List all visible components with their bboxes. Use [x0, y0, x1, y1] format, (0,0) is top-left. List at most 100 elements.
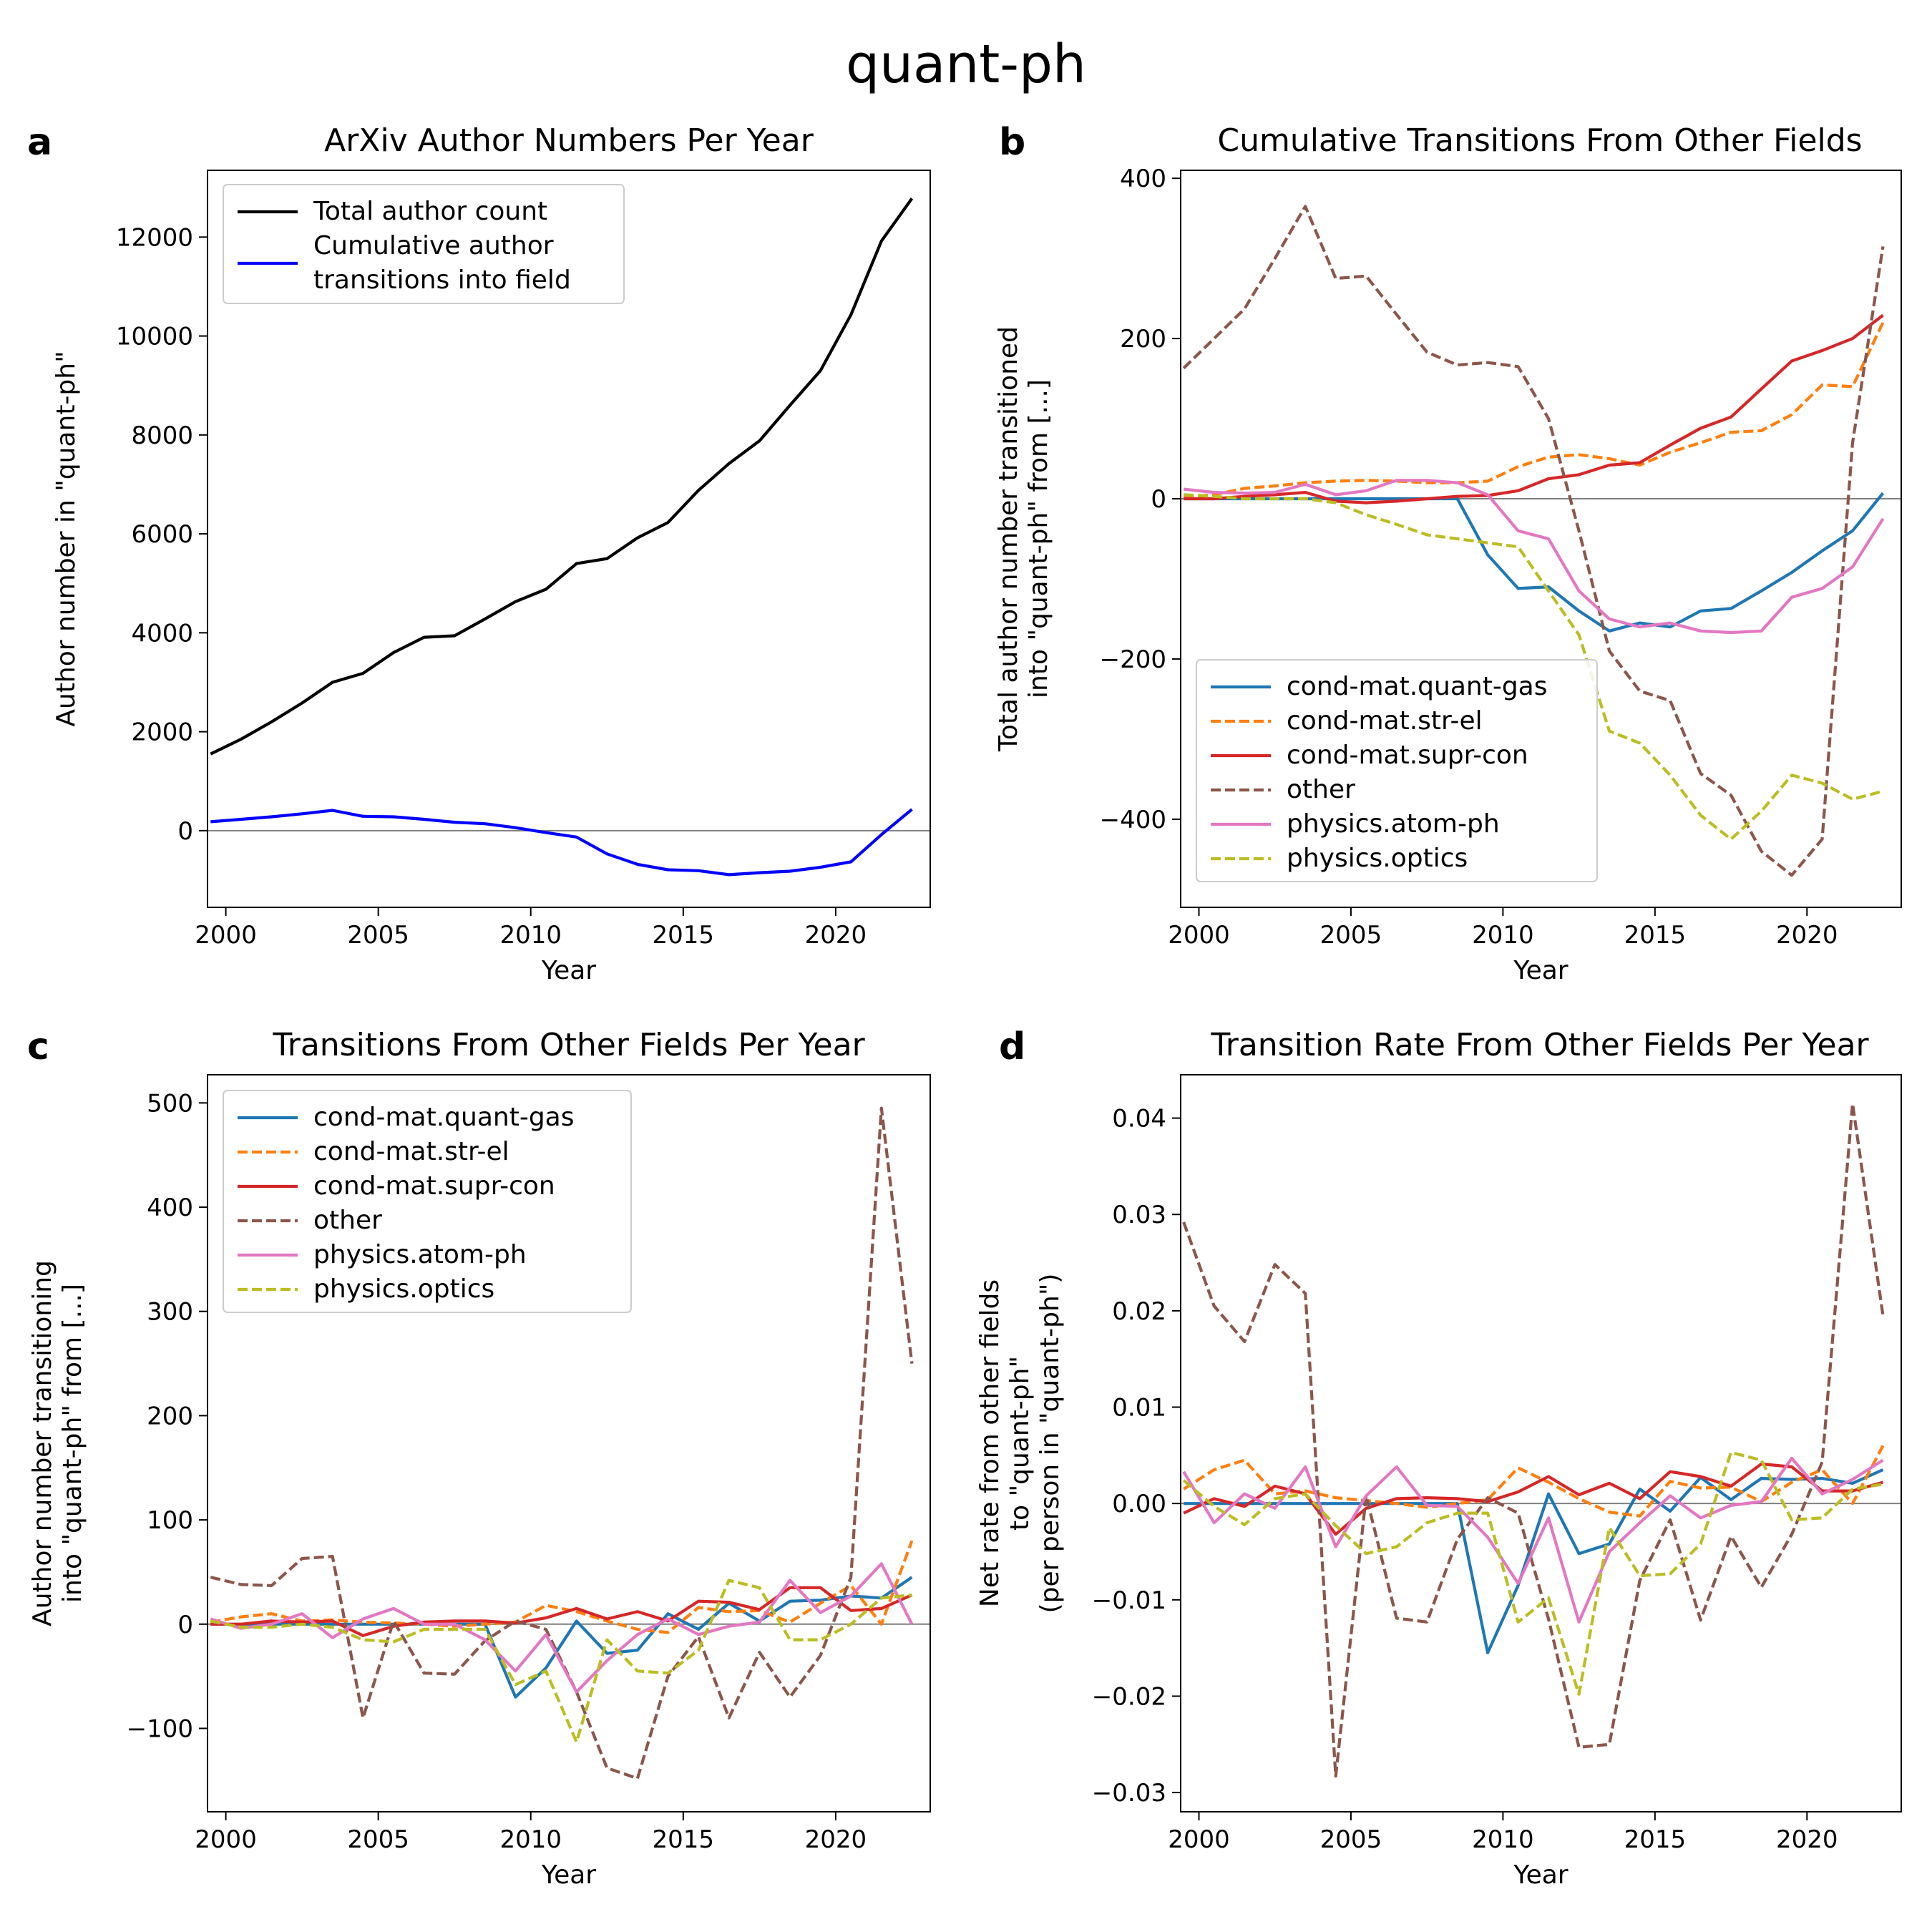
- legend-box: [1196, 659, 1598, 882]
- y-tick-label: 400: [147, 1194, 193, 1222]
- x-tick-label: 2000: [195, 921, 257, 950]
- x-tick-label: 2015: [1624, 1825, 1687, 1854]
- series-group: [1182, 205, 1885, 877]
- series-group: [1182, 1102, 1885, 1778]
- x-tick-label: 2015: [1624, 921, 1687, 950]
- legend: cond-mat.quant-gas cond-mat.str-el cond-ma…: [1196, 659, 1598, 882]
- x-tick-label: 2010: [1472, 921, 1534, 950]
- legend-label-physics.atom-ph: physics.atom-ph: [313, 1240, 527, 1269]
- series-line-physics.atom-ph: [1182, 1456, 1884, 1624]
- legend-box: [223, 1090, 632, 1313]
- panel-title-b: Cumulative Transitions From Other Fields: [1217, 122, 1862, 159]
- y-tick-label: 0.00: [1112, 1490, 1166, 1518]
- series-line-cond-mat.str-el: [1184, 321, 1885, 499]
- x-tick-label: 2000: [1168, 1825, 1230, 1854]
- legend: cond-mat.quant-gas cond-mat.str-el cond-ma…: [223, 1090, 632, 1313]
- legend-label-other: other: [313, 1206, 382, 1235]
- series-line-cond-mat.quant-gas: [1184, 1468, 1884, 1654]
- panel-b: b Cumulative Transitions From Other Fiel…: [994, 121, 1902, 985]
- y-tick-label: −100: [127, 1714, 193, 1743]
- legend-label-cond-mat.quant-gas: cond-mat.quant-gas: [1287, 672, 1547, 701]
- x-tick-label: 2020: [1776, 921, 1838, 950]
- y-tick-label: 12000: [116, 223, 193, 252]
- series-line-other: [1182, 1102, 1885, 1778]
- y-tick-label: 10000: [116, 323, 193, 351]
- suptitle: quant-ph: [846, 34, 1086, 95]
- axes-frame: [207, 170, 931, 908]
- legend-label-other: other: [1287, 775, 1355, 804]
- x-tick-label: 2005: [347, 1825, 409, 1854]
- series-line-cond-mat.supr-con: [1183, 1462, 1884, 1536]
- x-tick-label: 2010: [1472, 1825, 1534, 1854]
- y-tick-label: 500: [147, 1089, 193, 1118]
- legend-label-cond-mat.str-el: cond-mat.str-el: [1287, 706, 1483, 736]
- y-axis-label: Author number transitioninginto "quant-p…: [28, 1260, 87, 1626]
- legend: Total author count Cumulative author trans…: [223, 184, 625, 304]
- series-line-physics.optics: [1184, 493, 1884, 841]
- panel-title-d: Transition Rate From Other Fields Per Ye…: [1210, 1027, 1869, 1063]
- x-tick-label: 2000: [195, 1825, 257, 1854]
- panel-letter-d: d: [999, 1025, 1025, 1068]
- y-tick-label: 0.01: [1112, 1394, 1166, 1423]
- panel-c: c Transitions From Other Fields Per Year…: [27, 1025, 931, 1890]
- series-line-total: [210, 197, 914, 756]
- x-axis-label: Year: [541, 956, 596, 985]
- x-tick-label: 2015: [653, 921, 715, 950]
- y-tick-label: 400: [1120, 165, 1166, 193]
- y-tick-label: 300: [147, 1298, 193, 1327]
- legend-label-cond-mat.quant-gas: cond-mat.quant-gas: [313, 1103, 574, 1132]
- series-line-physics.atom-ph: [1183, 479, 1885, 635]
- panel-d: d Transition Rate From Other Fields Per …: [975, 1025, 1902, 1890]
- y-tick-label: 0.04: [1112, 1105, 1166, 1133]
- legend-label-cond-mat.str-el: cond-mat.str-el: [313, 1137, 509, 1166]
- x-tick-label: 2020: [805, 1825, 867, 1854]
- x-tick-label: 2020: [1776, 1825, 1838, 1854]
- y-tick-label: 200: [147, 1402, 193, 1430]
- series-line-physics.optics: [210, 1579, 912, 1744]
- series-line-cond-mat.quant-gas: [210, 1576, 913, 1699]
- y-tick-label: −0.01: [1092, 1586, 1166, 1615]
- x-tick-label: 2015: [653, 1825, 715, 1854]
- series-line-cond-mat.str-el: [1183, 1445, 1885, 1518]
- y-tick-label: −200: [1100, 645, 1166, 674]
- legend-label-cumulative: Cumulative author transitions into field: [313, 231, 571, 295]
- panel-letter-b: b: [999, 121, 1025, 164]
- panel-title-c: Transitions From Other Fields Per Year: [272, 1027, 865, 1063]
- legend-label-cond-mat.supr-con: cond-mat.supr-con: [313, 1171, 555, 1201]
- y-tick-label: 0.02: [1112, 1297, 1166, 1326]
- y-axis-label: Net rate from other fieldsto "quant-ph"(…: [975, 1274, 1065, 1614]
- x-tick-label: 2010: [499, 1825, 562, 1854]
- legend-label-total: Total author count: [313, 197, 547, 226]
- y-axis-label: Total author number transitionedinto "qu…: [994, 326, 1053, 752]
- series-line-cumulative: [210, 808, 913, 877]
- axes-frame: [207, 1074, 931, 1813]
- y-tick-label: 0.03: [1112, 1201, 1166, 1229]
- y-tick-label: 8000: [131, 421, 193, 450]
- series-group: [210, 197, 914, 877]
- legend-label-physics.optics: physics.optics: [313, 1274, 494, 1304]
- series-line-physics.optics: [1182, 1450, 1883, 1696]
- panel-letter-a: a: [27, 121, 52, 164]
- axes-frame: [1180, 170, 1902, 908]
- legend-label-physics.atom-ph: physics.atom-ph: [1287, 809, 1500, 839]
- x-tick-label: 2005: [1320, 1825, 1382, 1854]
- y-axis-label: Author number in "quant-ph": [52, 351, 81, 726]
- panel-title-a: ArXiv Author Numbers Per Year: [324, 122, 814, 159]
- axes-frame: [1180, 1074, 1902, 1813]
- y-tick-label: 0: [1151, 485, 1166, 514]
- legend-label-cond-mat.supr-con: cond-mat.supr-con: [1287, 741, 1528, 770]
- x-axis-label: Year: [1513, 1860, 1568, 1890]
- y-tick-label: −0.02: [1092, 1682, 1166, 1711]
- x-axis-label: Year: [1513, 956, 1568, 985]
- y-tick-label: 200: [1120, 325, 1166, 353]
- series-line-cond-mat.supr-con: [1184, 313, 1884, 504]
- panel-letter-c: c: [27, 1025, 49, 1068]
- x-tick-label: 2005: [1320, 921, 1382, 950]
- legend-label-physics.optics: physics.optics: [1287, 844, 1468, 873]
- x-tick-label: 2010: [499, 921, 562, 950]
- x-tick-label: 2000: [1168, 921, 1230, 950]
- panel-a: a ArXiv Author Numbers Per Year 2000 2005…: [27, 121, 931, 985]
- y-tick-label: −400: [1100, 806, 1166, 834]
- series-line-physics.atom-ph: [210, 1562, 914, 1694]
